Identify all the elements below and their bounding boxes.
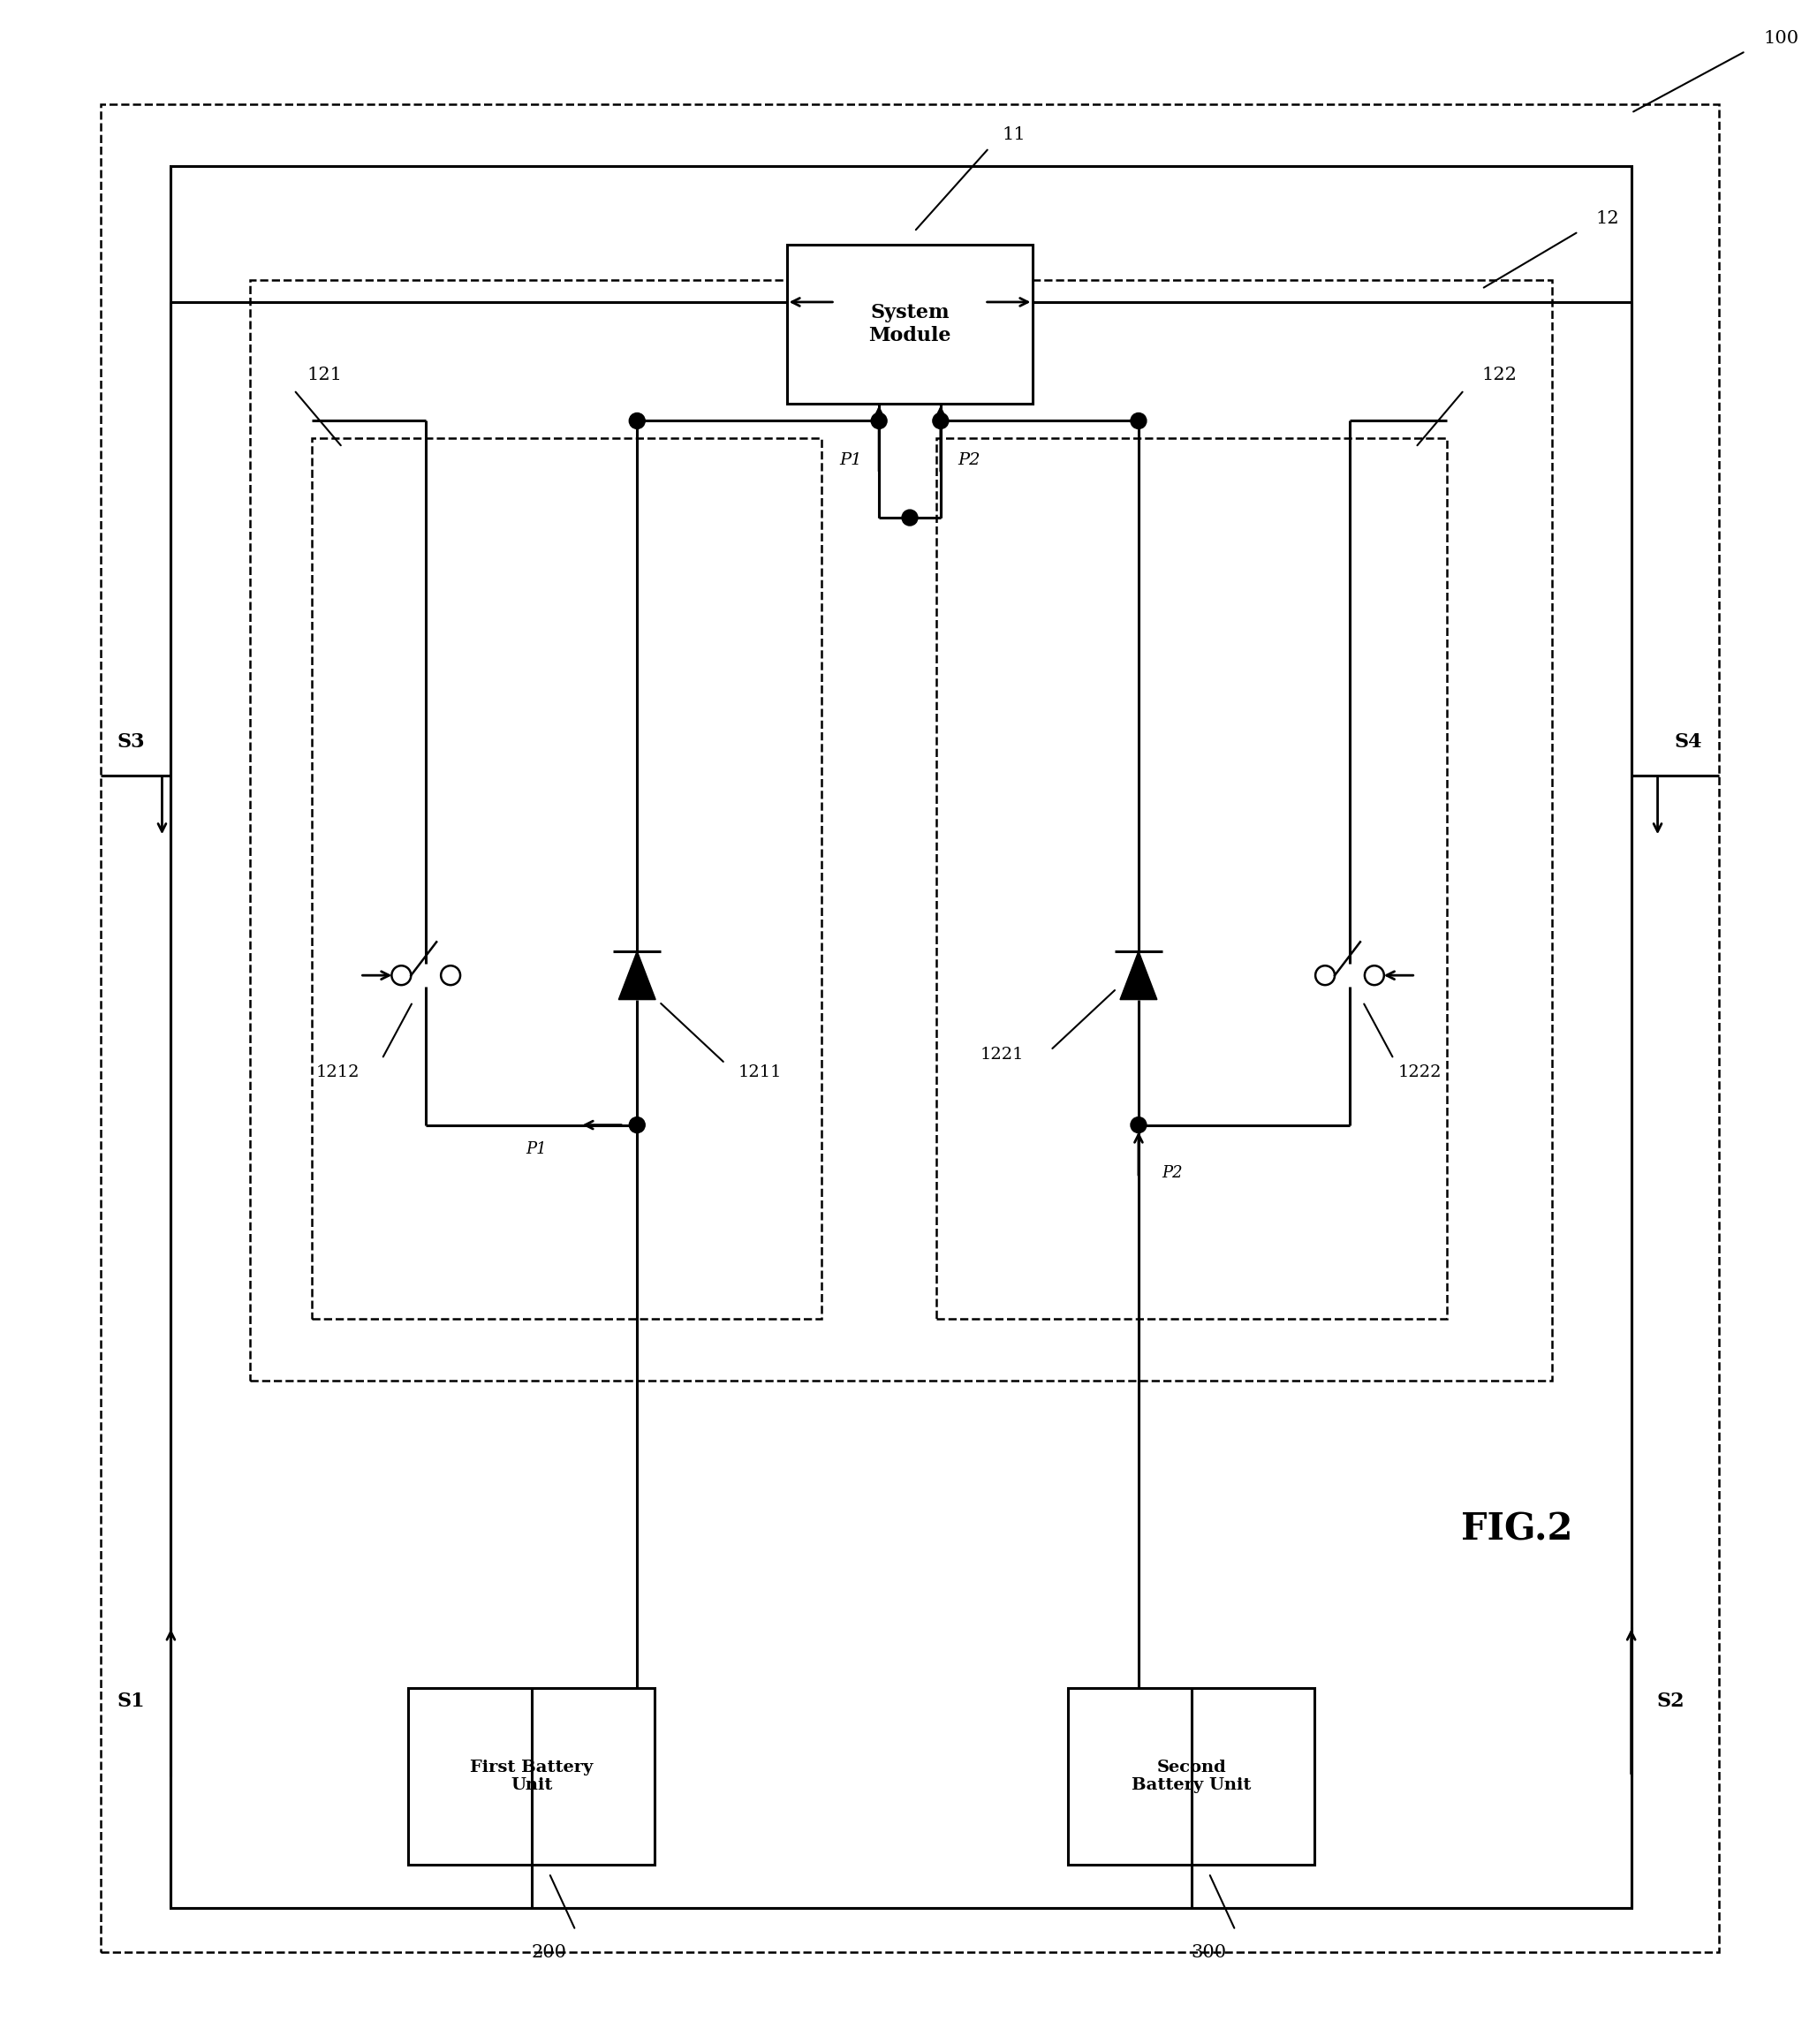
Bar: [787, 245, 1034, 403]
Circle shape: [1130, 1118, 1147, 1132]
Text: P1: P1: [525, 1143, 547, 1157]
Text: P1: P1: [839, 452, 861, 468]
Circle shape: [629, 413, 645, 429]
Bar: [936, 439, 1446, 1318]
Polygon shape: [618, 950, 656, 1000]
Text: 200: 200: [531, 1944, 567, 1960]
Bar: [171, 166, 1632, 1909]
Text: 12: 12: [1595, 211, 1619, 227]
Bar: [1068, 1688, 1314, 1864]
Text: 11: 11: [1003, 127, 1027, 143]
Text: FIG.2: FIG.2: [1461, 1511, 1574, 1549]
Bar: [311, 439, 821, 1318]
Text: S2: S2: [1657, 1692, 1684, 1711]
Text: S1: S1: [118, 1692, 145, 1711]
Circle shape: [870, 413, 887, 429]
Circle shape: [901, 509, 918, 525]
Text: 100: 100: [1762, 29, 1799, 47]
Text: First Battery
Unit: First Battery Unit: [471, 1760, 592, 1793]
Bar: [100, 104, 1719, 1952]
Text: 300: 300: [1192, 1944, 1226, 1960]
Text: System
Module: System Module: [869, 303, 950, 345]
Text: 1222: 1222: [1397, 1065, 1443, 1079]
Bar: [251, 280, 1552, 1380]
Text: 1211: 1211: [738, 1065, 781, 1079]
Text: 1221: 1221: [979, 1047, 1025, 1063]
Text: P2: P2: [1161, 1165, 1183, 1181]
Circle shape: [1130, 413, 1147, 429]
Circle shape: [629, 1118, 645, 1132]
Text: 121: 121: [307, 366, 343, 384]
Circle shape: [932, 413, 948, 429]
Text: S4: S4: [1675, 732, 1703, 752]
Bar: [409, 1688, 654, 1864]
Text: 122: 122: [1481, 366, 1517, 384]
Polygon shape: [1119, 950, 1157, 1000]
Text: Second
Battery Unit: Second Battery Unit: [1132, 1760, 1252, 1793]
Text: P2: P2: [958, 452, 979, 468]
Text: S3: S3: [118, 732, 145, 752]
Text: 1212: 1212: [316, 1065, 360, 1079]
